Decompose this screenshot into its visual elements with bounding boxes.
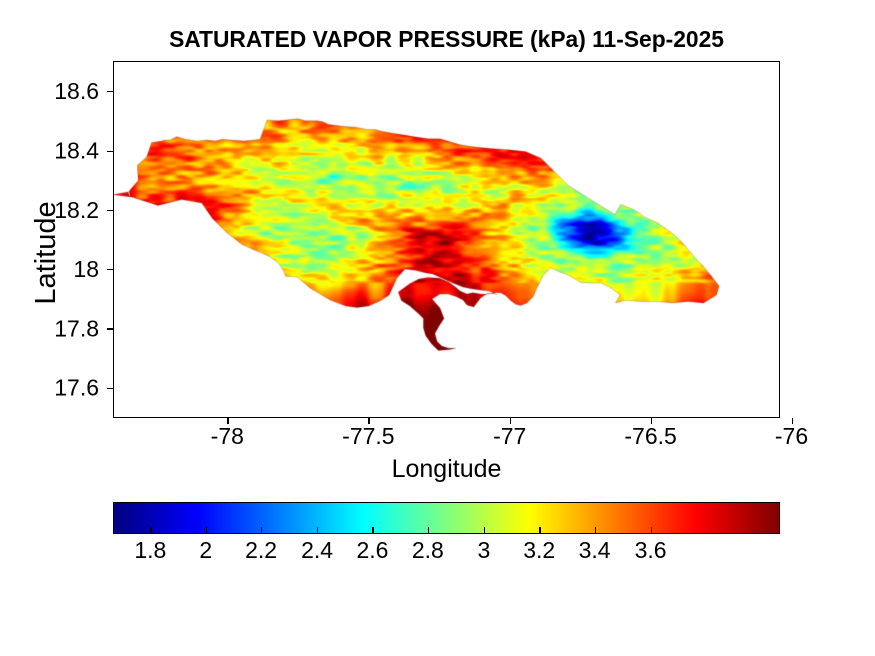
svg-text:18.6: 18.6 [54, 78, 99, 104]
svg-text:2.6: 2.6 [356, 537, 388, 563]
svg-text:-77.5: -77.5 [342, 423, 394, 449]
svg-text:-77: -77 [493, 423, 526, 449]
svg-text:3.2: 3.2 [523, 537, 555, 563]
svg-text:-76: -76 [775, 423, 808, 449]
svg-text:1.8: 1.8 [134, 537, 166, 563]
svg-text:18: 18 [73, 256, 99, 282]
svg-text:17.6: 17.6 [54, 375, 99, 401]
svg-text:17.8: 17.8 [54, 315, 99, 341]
svg-text:-76.5: -76.5 [624, 423, 676, 449]
svg-text:-78: -78 [211, 423, 244, 449]
svg-text:3.6: 3.6 [635, 537, 667, 563]
svg-text:Latitude: Latitude [30, 201, 62, 304]
svg-text:3.4: 3.4 [579, 537, 611, 563]
svg-text:Longitude: Longitude [392, 455, 502, 483]
svg-text:2.8: 2.8 [412, 537, 444, 563]
svg-text:3: 3 [477, 537, 490, 563]
svg-text:18.2: 18.2 [54, 197, 99, 223]
svg-text:2.2: 2.2 [245, 537, 277, 563]
svg-text:18.4: 18.4 [54, 138, 99, 164]
svg-text:SATURATED VAPOR PRESSURE (kPa): SATURATED VAPOR PRESSURE (kPa) 11-Sep-20… [169, 26, 724, 52]
svg-text:2.4: 2.4 [301, 537, 333, 563]
svg-text:2: 2 [199, 537, 212, 563]
